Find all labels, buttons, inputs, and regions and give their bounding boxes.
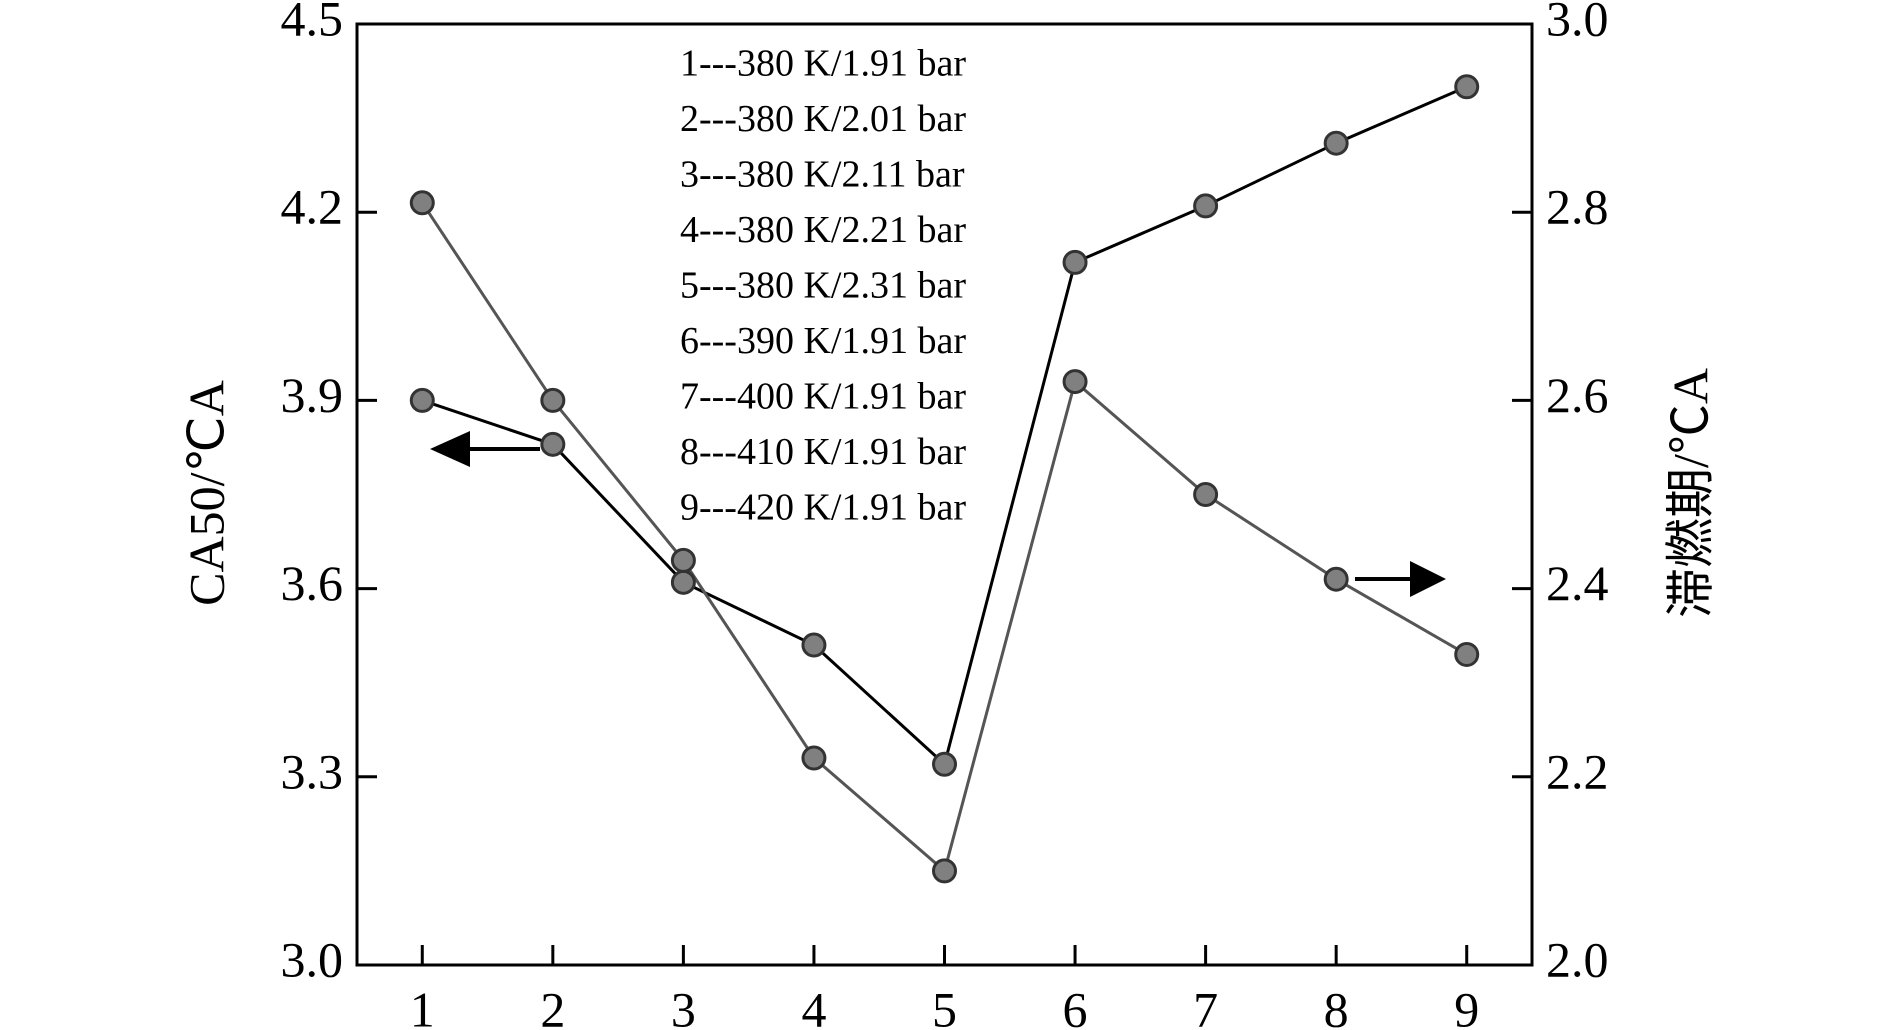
y-tick-label: 3.6 xyxy=(281,555,344,611)
annotation: 4---380 K/2.21 bar xyxy=(680,209,966,251)
marker xyxy=(801,745,827,771)
marker xyxy=(670,569,696,595)
marker xyxy=(1193,482,1219,507)
x-tick-label: 4 xyxy=(801,981,826,1030)
y2-axis-label: 滞燃期/℃A xyxy=(1662,368,1718,618)
annotation: 7---400 K/1.91 bar xyxy=(680,376,966,418)
annotation: 1---380 K/1.91 bar xyxy=(680,43,966,85)
annotation: 5---380 K/2.31 bar xyxy=(680,265,966,307)
y-tick-label: 3.9 xyxy=(281,367,344,423)
marker xyxy=(540,431,566,457)
x-tick-label: 5 xyxy=(932,981,957,1030)
y2-tick-label: 2.0 xyxy=(1546,931,1609,987)
x-tick-label: 1 xyxy=(410,981,435,1030)
x-tick-label: 9 xyxy=(1454,981,1479,1030)
marker xyxy=(540,387,566,413)
marker xyxy=(1193,193,1219,219)
y-tick-label: 3.3 xyxy=(281,743,344,799)
y2-tick-label: 3.0 xyxy=(1546,0,1609,46)
arrow-right-head xyxy=(1410,561,1446,597)
x-tick-label: 8 xyxy=(1324,981,1349,1030)
annotation: 2---380 K/2.01 bar xyxy=(680,98,966,140)
annotation: 9---420 K/1.91 bar xyxy=(680,487,966,529)
y-tick-label: 4.2 xyxy=(281,179,344,235)
marker xyxy=(932,858,957,884)
marker xyxy=(409,387,435,413)
y-tick-label: 4.5 xyxy=(281,0,344,46)
x-tick-label: 3 xyxy=(671,981,696,1030)
marker xyxy=(409,190,435,216)
y2-tick-label: 2.4 xyxy=(1546,555,1609,611)
marker xyxy=(1454,74,1480,100)
y2-tick-label: 2.6 xyxy=(1546,367,1609,423)
marker xyxy=(1323,130,1349,156)
marker xyxy=(1323,566,1349,592)
y2-tick-label: 2.8 xyxy=(1546,179,1609,235)
annotation: 8---410 K/1.91 bar xyxy=(680,431,966,473)
annotation: 6---390 K/1.91 bar xyxy=(680,320,966,362)
arrow-left-head xyxy=(430,431,470,467)
x-tick-label: 7 xyxy=(1193,981,1218,1030)
x-tick-label: 6 xyxy=(1063,981,1088,1030)
marker xyxy=(1062,369,1088,395)
y2-tick-label: 2.2 xyxy=(1546,743,1609,799)
marker xyxy=(1062,249,1088,275)
y-tick-label: 3.0 xyxy=(281,931,344,987)
marker xyxy=(801,632,827,658)
annotation: 3---380 K/2.11 bar xyxy=(680,154,965,196)
x-tick-label: 2 xyxy=(540,981,565,1030)
marker xyxy=(932,751,957,777)
marker xyxy=(1454,641,1480,667)
y-axis-label: CA50/℃A xyxy=(178,380,234,606)
marker xyxy=(670,547,696,573)
